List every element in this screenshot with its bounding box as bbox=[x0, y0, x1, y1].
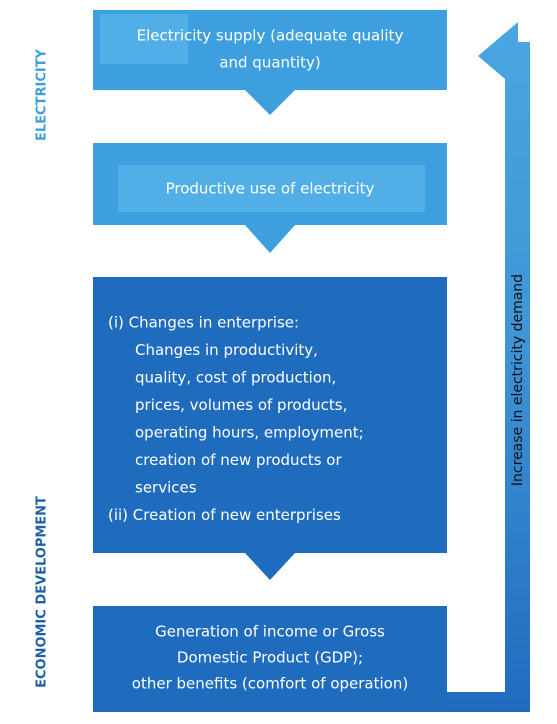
box-text: Generation of income or Gross bbox=[155, 623, 385, 641]
box-text: Domestic Product (GDP); bbox=[177, 649, 363, 667]
box-text: services bbox=[135, 479, 197, 497]
box bbox=[93, 606, 447, 712]
box-text: (ii) Creation of new enterprises bbox=[108, 506, 341, 524]
box-text: Electricity supply (adequate quality bbox=[137, 27, 404, 45]
highlight bbox=[118, 165, 425, 212]
side-label: ELECTRICITY bbox=[35, 48, 50, 141]
side-label: ECONOMIC DEVELOPMENT bbox=[35, 496, 50, 688]
box-text: Changes in productivity, bbox=[135, 341, 318, 359]
box-text: (i) Changes in enterprise: bbox=[108, 314, 299, 332]
feedback-label: Increase in electricity demand bbox=[510, 274, 526, 486]
box-text: other benefits (comfort of operation) bbox=[132, 675, 408, 693]
highlight bbox=[100, 14, 188, 64]
box-text: prices, volumes of products, bbox=[135, 396, 347, 414]
feedback-arrow bbox=[447, 22, 530, 712]
box-text: and quantity) bbox=[219, 54, 320, 72]
box-text: operating hours, employment; bbox=[135, 424, 364, 442]
box-text: creation of new products or bbox=[135, 451, 342, 469]
box bbox=[93, 277, 447, 580]
box-text: Productive use of electricity bbox=[166, 180, 375, 198]
box-text: quality, cost of production, bbox=[135, 369, 336, 387]
